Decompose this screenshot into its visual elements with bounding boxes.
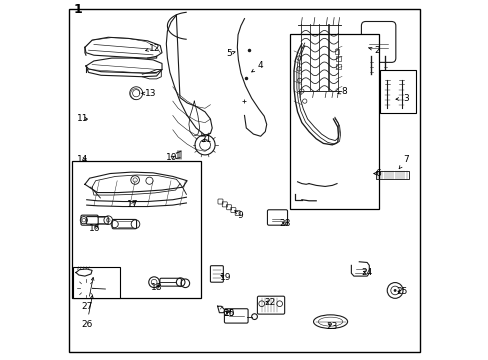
Text: 24: 24 (361, 268, 372, 277)
Text: 18: 18 (151, 283, 162, 292)
Text: 1: 1 (73, 3, 81, 16)
Text: 5: 5 (225, 49, 235, 58)
Text: 27: 27 (81, 278, 94, 311)
Text: 26: 26 (81, 296, 93, 329)
Text: 15: 15 (224, 309, 235, 318)
Bar (379, 70, 415, 113)
Text: 2: 2 (368, 46, 379, 55)
Text: 21: 21 (200, 135, 211, 144)
Text: 22: 22 (264, 298, 275, 307)
Bar (73, 267, 120, 298)
Text: 8: 8 (337, 86, 346, 95)
Text: 12: 12 (145, 44, 160, 53)
Text: 20: 20 (224, 309, 235, 318)
Circle shape (385, 75, 388, 78)
Text: 9: 9 (234, 211, 243, 220)
Bar (334, 49, 339, 54)
Text: 28: 28 (279, 219, 290, 228)
Text: 10: 10 (166, 153, 178, 162)
Bar (72, 161, 201, 298)
Text: 13: 13 (142, 89, 156, 98)
Text: 3: 3 (395, 94, 408, 103)
Text: 16: 16 (89, 224, 100, 233)
Circle shape (399, 75, 403, 78)
Bar (290, 35, 379, 210)
Text: 6: 6 (373, 169, 380, 178)
Text: 4: 4 (251, 62, 263, 72)
Bar (336, 56, 340, 61)
Text: 11: 11 (77, 114, 89, 123)
Text: 17: 17 (126, 200, 138, 209)
Bar (376, 171, 408, 179)
Text: 25: 25 (395, 287, 407, 296)
Text: 14: 14 (77, 155, 89, 164)
Circle shape (393, 289, 396, 292)
Bar (336, 64, 340, 69)
Text: 23: 23 (326, 322, 337, 331)
Text: 7: 7 (398, 155, 408, 169)
Text: 19: 19 (220, 273, 231, 282)
